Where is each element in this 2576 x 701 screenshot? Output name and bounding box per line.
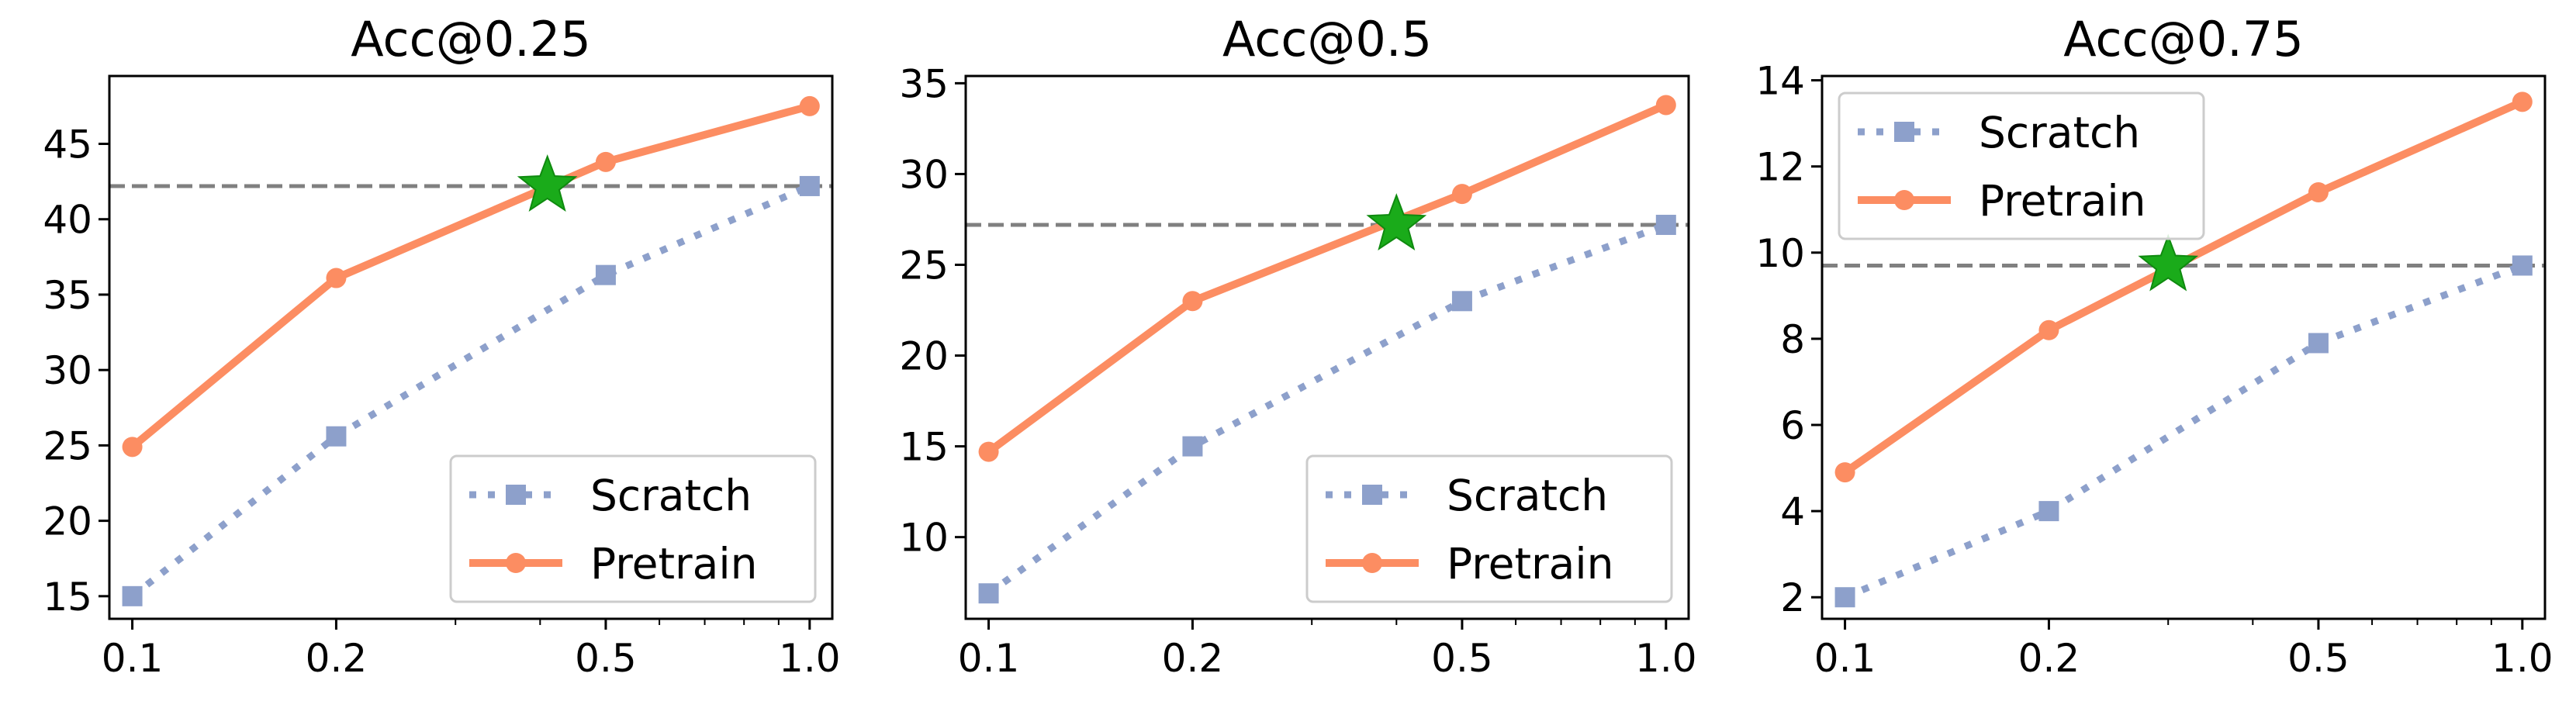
data-point-scratch: [122, 585, 143, 606]
panel-acc-025: Acc@0.25 15 20 25 30 35 40 45 0.1 0.2 0.5 1.0 Scrat…: [43, 11, 840, 681]
y-tick-label: 4: [1780, 489, 1805, 534]
plot-frame: [108, 74, 834, 620]
panel-title: Acc@0.75: [2063, 11, 2304, 67]
legend-marker-pretrain: [1894, 190, 1914, 210]
data-point-scratch: [1834, 587, 1855, 608]
data-point-pretrain: [326, 268, 347, 288]
star-marker: [2138, 233, 2199, 292]
y-tick-label: 2: [1780, 575, 1805, 620]
legend-label-pretrain: Pretrain: [1447, 539, 1613, 589]
legend: Scratch Pretrain: [1305, 454, 1673, 603]
panel-acc-05: Acc@0.5 10 15 20 25 30 35 0.1 0.2 0.5 1.0 Scratch P…: [899, 11, 1696, 681]
y-tick-label: 20: [43, 499, 92, 544]
x-tick-label: 1.0: [779, 636, 841, 681]
legend-label-scratch: Scratch: [1979, 108, 2140, 157]
legend-label-scratch: Scratch: [1447, 471, 1608, 520]
series-line-scratch: [130, 182, 811, 599]
series-line-pretrain: [986, 101, 1668, 455]
y-tick-label: 10: [899, 516, 949, 561]
y-tick-label: 30: [899, 152, 949, 197]
plot-frame: [964, 74, 1690, 620]
data-point-pretrain: [2512, 92, 2533, 112]
y-tick-label: 12: [1755, 145, 1805, 190]
legend: Scratch Pretrain: [1838, 92, 2205, 240]
y-tick-label: 14: [1755, 59, 1805, 104]
data-point-scratch: [1655, 214, 1676, 235]
y-tick-label: 15: [899, 425, 949, 470]
x-tick-label: 0.2: [306, 636, 368, 681]
data-point-pretrain: [2038, 319, 2059, 340]
data-point-pretrain: [978, 441, 999, 462]
legend-marker-pretrain: [1362, 553, 1382, 573]
star-marker: [517, 154, 578, 212]
legend-label-pretrain: Pretrain: [1979, 176, 2146, 226]
x-tick-label: 1.0: [1635, 636, 1697, 681]
legend-label-pretrain: Pretrain: [590, 539, 757, 589]
data-point-scratch: [595, 264, 616, 285]
data-point-scratch: [978, 583, 999, 604]
legend: Scratch Pretrain: [449, 454, 817, 603]
legend-marker-scratch: [1894, 122, 1914, 142]
x-tick-label: 0.2: [1162, 636, 1224, 681]
star-marker: [1366, 193, 1427, 250]
data-point-scratch: [1451, 291, 1472, 312]
data-point-pretrain: [595, 151, 616, 172]
x-tick-label: 0.1: [102, 636, 164, 681]
y-tick-label: 40: [43, 198, 92, 243]
data-point-pretrain: [1655, 95, 1676, 116]
data-point-scratch: [2308, 333, 2329, 354]
plot-frame: [1820, 74, 2547, 620]
data-point-scratch: [2038, 501, 2059, 522]
data-point-pretrain: [122, 437, 143, 458]
x-tick-label: 0.1: [958, 636, 1020, 681]
y-tick-label: 35: [43, 273, 92, 318]
y-tick-label: 8: [1780, 317, 1805, 362]
series-line-scratch: [1843, 262, 2524, 601]
series-line-pretrain: [130, 102, 811, 451]
data-point-scratch: [326, 426, 347, 447]
x-tick-label: 1.0: [2491, 636, 2554, 681]
data-point-pretrain: [799, 95, 820, 116]
y-tick-label: 35: [899, 61, 949, 106]
y-tick-label: 6: [1780, 403, 1805, 448]
x-tick-label: 0.1: [1814, 636, 1876, 681]
legend-marker-pretrain: [506, 553, 526, 573]
x-tick-label: 0.5: [1431, 636, 1493, 681]
data-point-pretrain: [1834, 462, 1855, 483]
data-point-scratch: [1182, 436, 1203, 457]
panel-acc-075: Acc@0.75 2 4 6 8 10 12 14 0.1 0.2 0.5 1.0 Scratch Pr…: [1755, 11, 2553, 681]
y-tick-label: 10: [1755, 231, 1805, 276]
x-tick-label: 0.5: [2287, 636, 2350, 681]
y-tick-label: 20: [899, 334, 949, 379]
panel-title: Acc@0.25: [351, 11, 591, 67]
y-tick-label: 25: [899, 243, 949, 288]
data-point-scratch: [2512, 255, 2533, 276]
y-tick-label: 30: [43, 348, 92, 393]
data-point-pretrain: [2308, 182, 2329, 202]
legend-marker-scratch: [1362, 485, 1382, 505]
data-point-pretrain: [1182, 291, 1203, 312]
legend-label-scratch: Scratch: [590, 471, 752, 520]
y-tick-label: 25: [43, 423, 92, 468]
data-point-scratch: [799, 175, 820, 196]
y-tick-label: 45: [43, 123, 92, 167]
legend-marker-scratch: [506, 485, 526, 505]
x-tick-label: 0.2: [2018, 636, 2080, 681]
data-point-pretrain: [1451, 184, 1472, 205]
y-tick-label: 15: [43, 575, 92, 620]
x-tick-label: 0.5: [575, 636, 637, 681]
panel-title: Acc@0.5: [1222, 11, 1432, 67]
